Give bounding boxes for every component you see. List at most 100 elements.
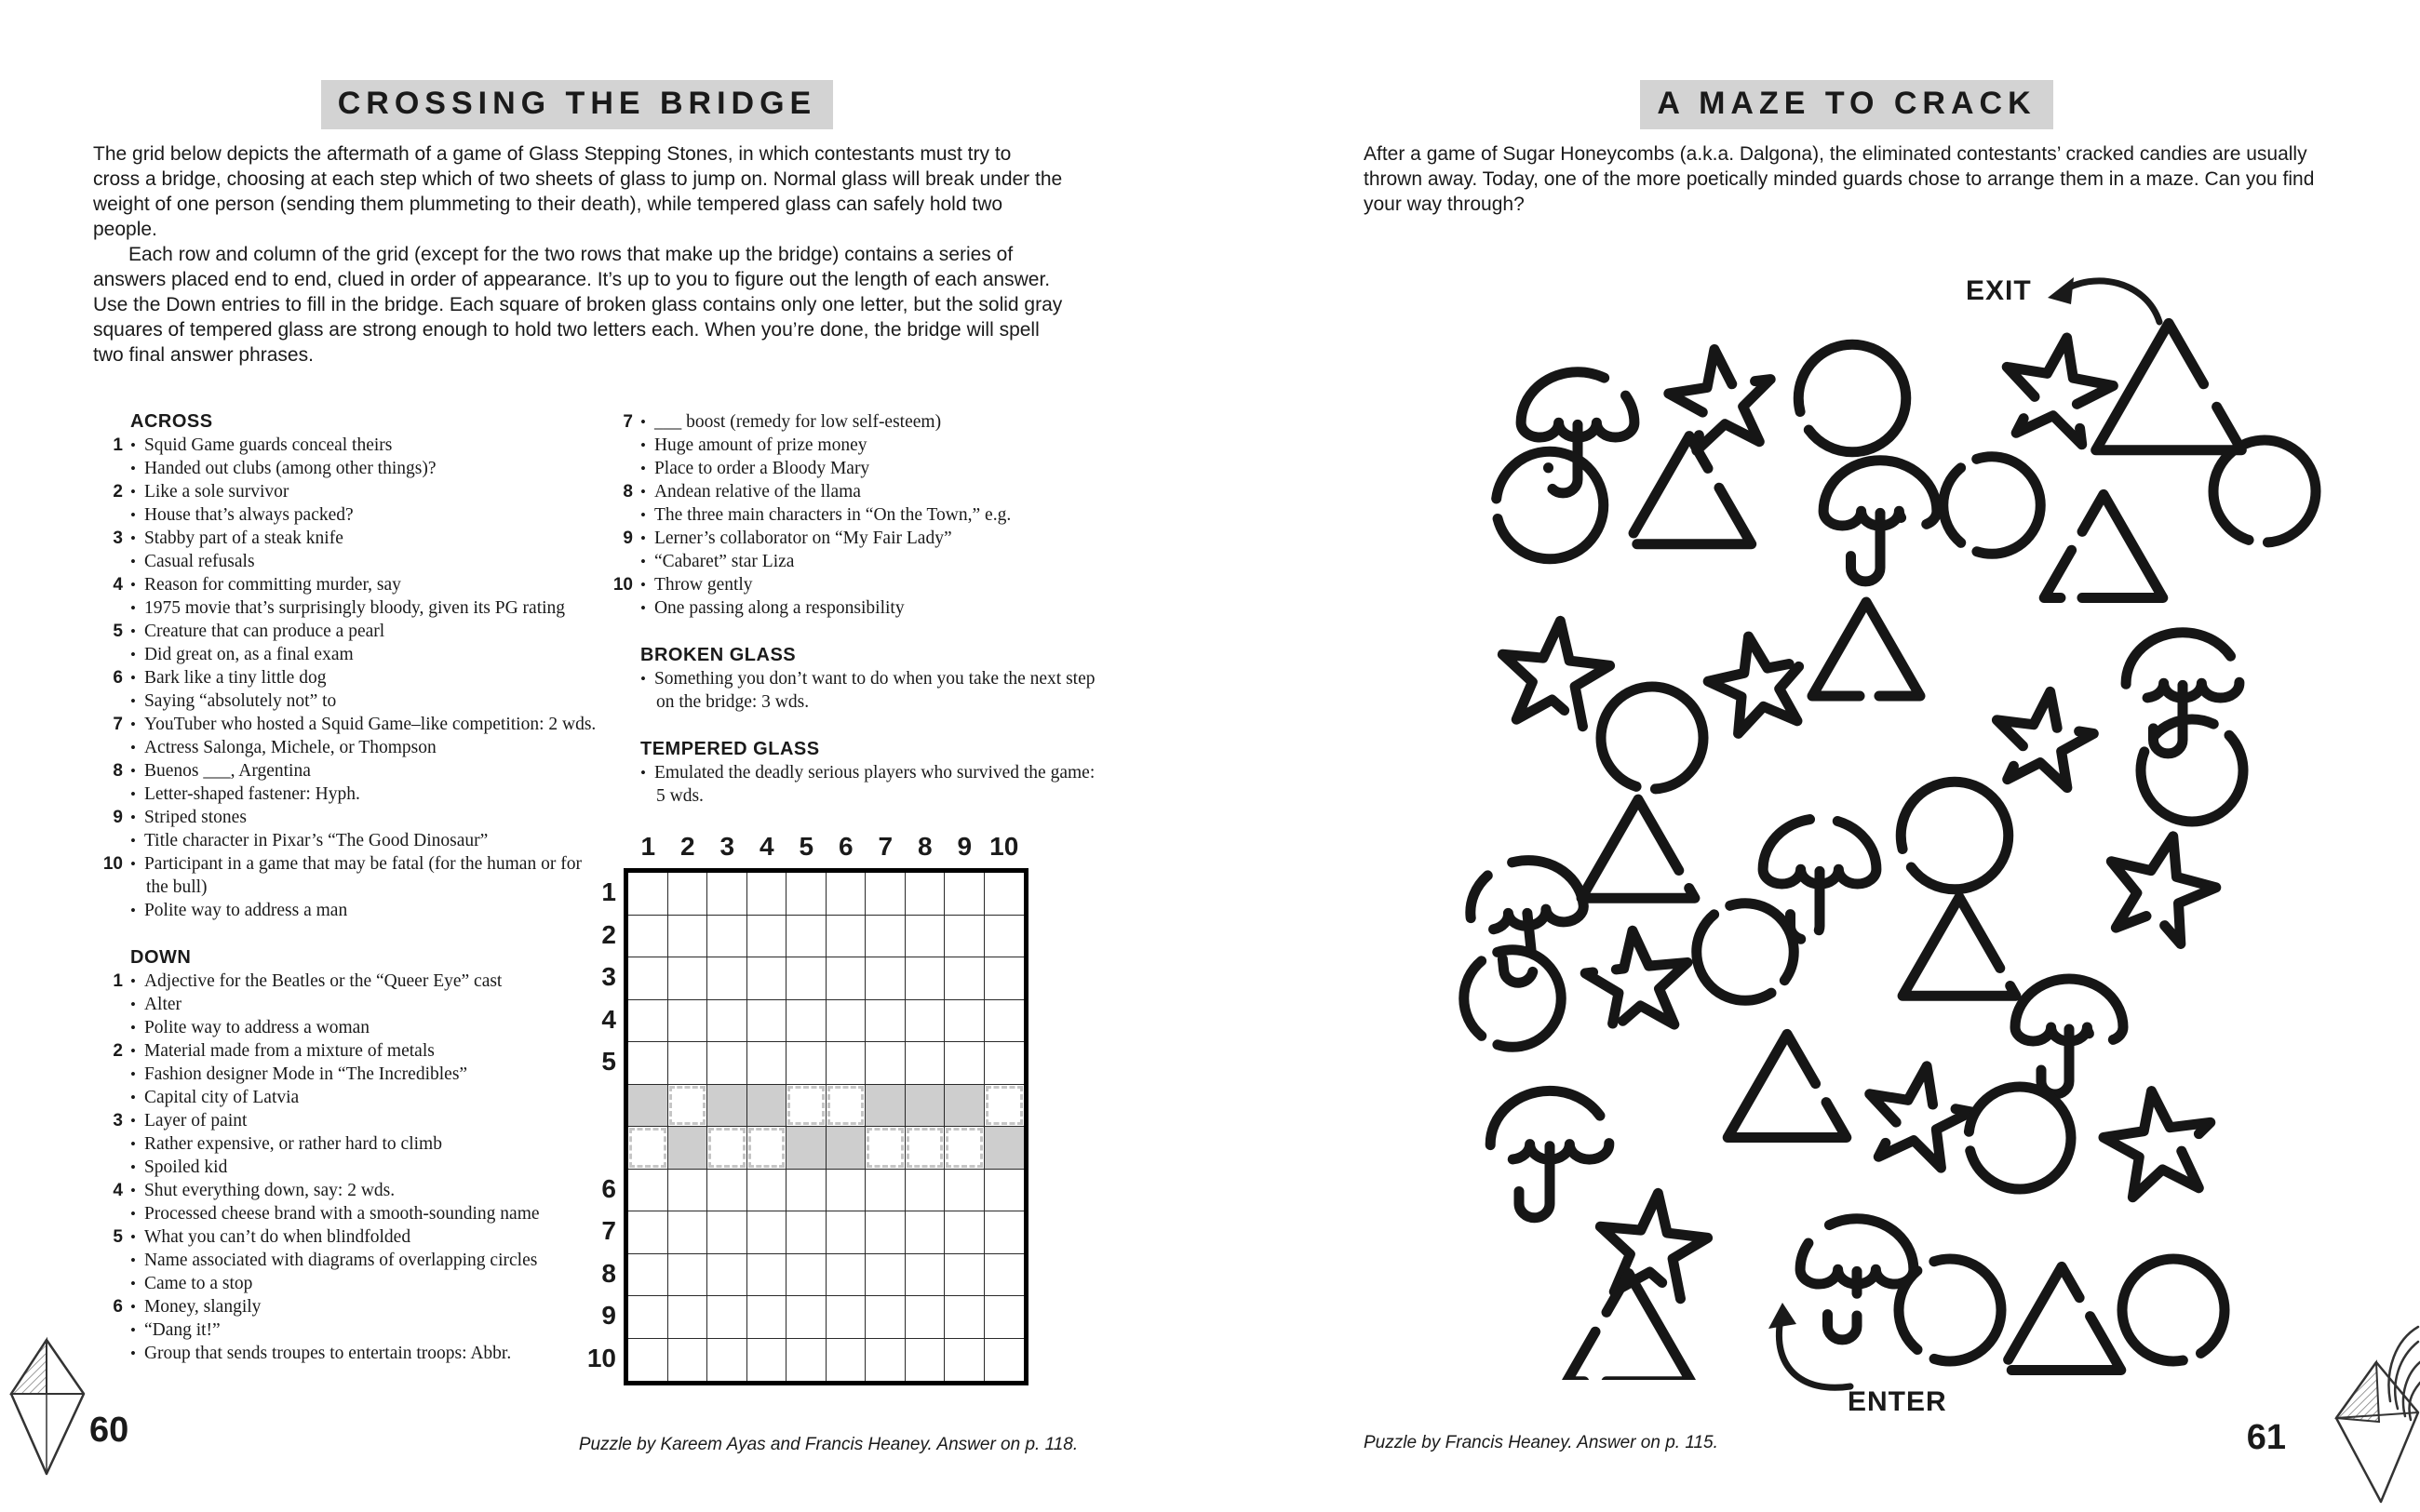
clue-group: 5 Creature that can produce a pearlDid gr… xyxy=(95,620,603,666)
clue-number: 4 xyxy=(113,1181,123,1200)
clue-group: 7 YouTuber who hosted a Squid Game–like c… xyxy=(95,713,603,759)
clue-group: 9 Lerner’s collaborator on “My Fair Lady”… xyxy=(605,527,1108,573)
clue-text: Adjective for the Beatles or the “Queer … xyxy=(130,970,603,993)
clue-number: 6 xyxy=(113,1297,123,1317)
grid-cell-gray xyxy=(866,1084,906,1127)
grid-cell-open xyxy=(945,1338,985,1381)
clue-text: Title character in Pixar’s “The Good Din… xyxy=(130,829,603,852)
maze-shape-triangle xyxy=(1627,436,1751,544)
clue-number: 7 xyxy=(113,715,123,734)
grid-cell-open xyxy=(786,1169,827,1211)
grid-cell-open xyxy=(667,873,707,916)
grid-cell-open xyxy=(826,1211,866,1254)
clue-number xyxy=(605,667,640,714)
maze-shape-circle xyxy=(1798,344,1906,452)
clue-text: Shut everything down, say: 2 wds. xyxy=(130,1179,603,1202)
grid-cell-open xyxy=(707,1296,747,1339)
maze-shape-triangle xyxy=(2002,1266,2121,1370)
maze-shape-circle xyxy=(2122,1259,2225,1361)
clue-list: Money, slangily“Dang it!”Group that send… xyxy=(130,1295,603,1365)
grid-cell-open xyxy=(905,1042,945,1085)
grid-cell-open xyxy=(707,915,747,957)
grid-cell-open xyxy=(905,957,945,1000)
clue-group: 4 Reason for committing murder, say1975 m… xyxy=(95,573,603,620)
grid-column-label: 10 xyxy=(989,832,1019,861)
grid-cell-open xyxy=(707,999,747,1042)
clue-text: What you can’t do when blindfolded xyxy=(130,1225,603,1249)
grid-cell-broken xyxy=(905,1127,945,1170)
grid-cell-open xyxy=(786,1042,827,1085)
clue-group: 10 Throw gentlyOne passing along a respon… xyxy=(605,573,1108,620)
grid-cell-broken xyxy=(945,1127,985,1170)
grid-cell-open xyxy=(707,1169,747,1211)
clue-group: 6 Money, slangily“Dang it!”Group that sen… xyxy=(95,1295,603,1365)
grid-cell-open xyxy=(786,1253,827,1296)
maze-shape-circle xyxy=(1697,903,1795,1001)
grid-cell-open xyxy=(984,1296,1024,1339)
grid-cell-gray xyxy=(667,1127,707,1170)
grid-cell-gray xyxy=(826,1127,866,1170)
clue-group: 6 Bark like a tiny little dogSaying “abso… xyxy=(95,666,603,713)
clue-text: Processed cheese brand with a smooth-sou… xyxy=(130,1202,603,1225)
maze-shape-star xyxy=(1996,328,2119,448)
grid-cell-open xyxy=(984,916,1024,957)
clue-number: 10 xyxy=(612,575,633,595)
grid-cell-open xyxy=(667,957,707,1000)
maze-shape-circle xyxy=(2213,440,2316,542)
left-page-number: 60 xyxy=(89,1411,129,1450)
grid-cell-open xyxy=(668,1338,707,1381)
clue-number: 4 xyxy=(113,575,123,595)
grid-cell-open xyxy=(945,1169,985,1211)
grid-cell-open xyxy=(786,1211,827,1254)
grid-cell-open xyxy=(905,1253,945,1296)
grid-cell-open xyxy=(826,957,866,1000)
grid-cell-broken xyxy=(628,1127,668,1170)
clue-list: Participant in a game that may be fatal … xyxy=(130,852,603,922)
grid-row-labels: 1 2 3 4 5 6 7 8 9 10 xyxy=(570,871,616,1379)
maze-shape-star xyxy=(1859,1057,1977,1171)
grid-cell-open xyxy=(746,957,786,1000)
grid-cell-open xyxy=(746,873,786,916)
clue-list: Shut everything down, say: 2 wds.Process… xyxy=(130,1179,603,1225)
clue-text: Capital city of Latvia xyxy=(130,1086,603,1109)
maze-shape-umbrella xyxy=(1465,855,1591,987)
clue-text: Casual refusals xyxy=(130,550,603,573)
grid-cell-open xyxy=(628,1211,668,1254)
maze-shape-star xyxy=(1989,685,2099,790)
maze-shape-circle xyxy=(1601,687,1703,789)
grid-cell-gray xyxy=(628,1084,668,1127)
grid-cell-gray xyxy=(984,1127,1024,1170)
grid-row-label: 2 xyxy=(601,919,616,949)
clue-list: Layer of paintRather expensive, or rathe… xyxy=(130,1109,603,1179)
clue-text: Like a sole survivor xyxy=(130,480,603,503)
grid-cell-open xyxy=(945,1042,985,1085)
clue-text: ___ boost (remedy for low self-esteem) xyxy=(640,410,1108,434)
clue-group: 8 Buenos ___, ArgentinaLetter-shaped fast… xyxy=(95,759,603,806)
clue-group: 1 Squid Game guards conceal theirsHanded … xyxy=(95,434,603,480)
clue-group: 8 Andean relative of the llamaThe three m… xyxy=(605,480,1108,527)
grid-cell-open xyxy=(786,1296,827,1339)
grid-cell-open xyxy=(945,1296,985,1339)
clue-text: Handed out clubs (among other things)? xyxy=(130,457,603,480)
left-page-intro: The grid below depicts the aftermath of … xyxy=(93,141,1063,368)
grid-cell-open xyxy=(945,999,985,1042)
clue-text: Creature that can produce a pearl xyxy=(130,620,603,643)
grid-cell-gray xyxy=(746,1084,786,1127)
left-page-title-wrap: CROSSING THE BRIDGE xyxy=(93,80,1061,129)
maze-shape-triangle xyxy=(1728,1034,1847,1137)
left-page-title: CROSSING THE BRIDGE xyxy=(320,80,834,129)
grid-cell-open xyxy=(866,957,906,1000)
grid-cell-open xyxy=(905,999,945,1042)
grid-cell-open xyxy=(628,873,668,916)
maze-shape-umbrella xyxy=(2015,979,2123,1094)
clue-text: Reason for committing murder, say xyxy=(130,573,603,596)
grid-cell-open xyxy=(746,1211,786,1254)
grid-cell-open xyxy=(786,873,827,916)
clue-text: Lerner’s collaborator on “My Fair Lady” xyxy=(640,527,1108,550)
clue-number: 8 xyxy=(113,761,123,781)
clue-group: 3 Layer of paintRather expensive, or rath… xyxy=(95,1109,603,1179)
clue-number: 5 xyxy=(113,1227,123,1247)
clue-column-right: 7 ___ boost (remedy for low self-esteem)H… xyxy=(605,410,1108,808)
maze-shape-star xyxy=(1663,342,1779,453)
clue-text: Buenos ___, Argentina xyxy=(130,759,603,783)
